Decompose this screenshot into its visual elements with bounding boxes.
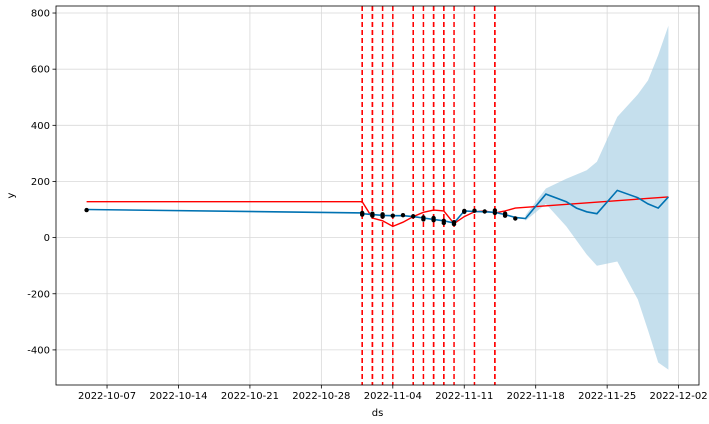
x-tick-label: 2022-11-18 bbox=[507, 391, 565, 402]
x-tick-label: 2022-10-14 bbox=[149, 391, 207, 402]
observed-point bbox=[472, 208, 477, 213]
x-tick-label: 2022-11-11 bbox=[435, 391, 493, 402]
changepoint-lines bbox=[361, 6, 496, 385]
x-tick-label: 2022-10-28 bbox=[292, 391, 350, 402]
observed-point bbox=[380, 214, 385, 219]
observed-point bbox=[492, 210, 498, 216]
y-axis-ticks: -400 -200 0 200 400 600 800 bbox=[27, 9, 56, 356]
y-tick-label: 0 bbox=[44, 233, 50, 244]
observed-point bbox=[370, 213, 375, 218]
y-tick-label: 800 bbox=[31, 9, 50, 20]
observed-point bbox=[482, 209, 487, 214]
observed-point bbox=[451, 221, 457, 227]
x-tick-label: 2022-12-02 bbox=[650, 391, 708, 402]
x-tick-label: 2022-10-07 bbox=[78, 391, 136, 402]
y-tick-label: 400 bbox=[31, 121, 50, 132]
observed-point bbox=[431, 218, 436, 223]
x-tick-label: 2022-11-25 bbox=[578, 391, 636, 402]
observed-point bbox=[502, 213, 508, 218]
observed-point bbox=[84, 207, 89, 213]
x-tick-label: 2022-10-21 bbox=[221, 391, 279, 402]
observed-point bbox=[411, 214, 416, 219]
observed-point bbox=[360, 212, 365, 217]
observed-point bbox=[462, 209, 467, 214]
x-tick-label: 2022-11-04 bbox=[364, 391, 422, 402]
y-tick-label: 600 bbox=[31, 65, 50, 76]
x-axis-label: ds bbox=[372, 408, 384, 419]
observed-point bbox=[513, 216, 518, 221]
y-tick-label: 200 bbox=[31, 177, 50, 188]
y-tick-label: -200 bbox=[27, 289, 50, 300]
interval-band bbox=[525, 25, 669, 370]
observed-series bbox=[84, 207, 518, 227]
plot-frame bbox=[55, 5, 700, 386]
uncertainty-interval bbox=[525, 25, 669, 370]
y-tick-label: -400 bbox=[27, 345, 50, 356]
observed-point bbox=[400, 213, 406, 218]
y-axis-label: y bbox=[6, 192, 17, 198]
observed-point bbox=[421, 217, 426, 222]
observed-point bbox=[390, 213, 395, 218]
x-axis-ticks: 2022-10-07 2022-10-14 2022-10-21 2022-10-28… bbox=[78, 385, 708, 402]
observed-point bbox=[441, 220, 446, 226]
